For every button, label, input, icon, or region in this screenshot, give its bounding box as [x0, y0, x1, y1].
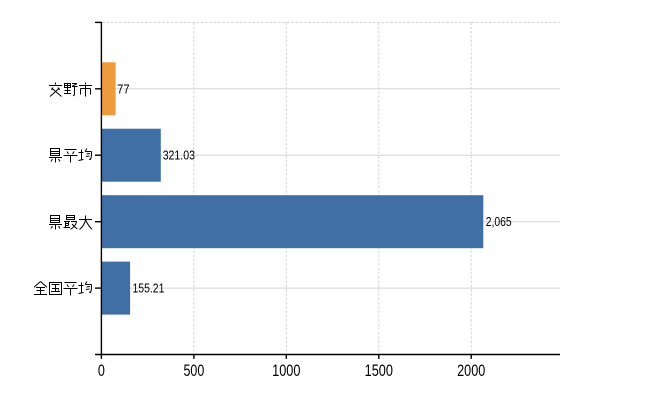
svg-text:2,065: 2,065	[486, 214, 512, 229]
svg-text:77: 77	[117, 81, 130, 96]
svg-text:1500: 1500	[365, 361, 393, 380]
svg-text:0: 0	[98, 361, 105, 380]
svg-text:2000: 2000	[457, 361, 485, 380]
svg-text:155.21: 155.21	[133, 281, 165, 296]
svg-text:1000: 1000	[272, 361, 300, 380]
svg-text:500: 500	[184, 361, 205, 380]
svg-text:321.03: 321.03	[163, 148, 195, 163]
